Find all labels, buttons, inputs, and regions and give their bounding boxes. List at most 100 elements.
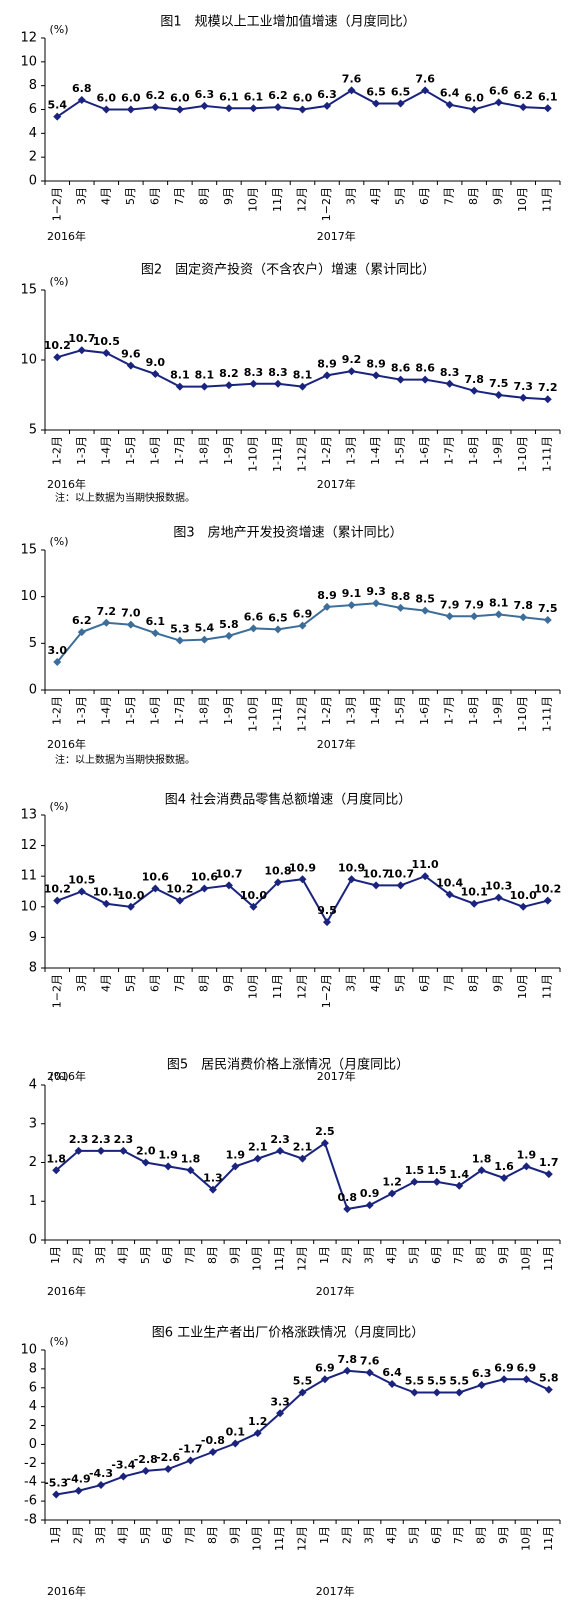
marker xyxy=(323,371,332,380)
value-label: 10.8 xyxy=(264,864,291,877)
x-tick-label: 4月 xyxy=(99,187,112,205)
marker xyxy=(298,621,307,630)
year-label: 2016年 xyxy=(47,477,86,491)
year-label: 2017年 xyxy=(316,1584,355,1598)
value-label: 6.1 xyxy=(538,90,558,103)
value-label: 10.7 xyxy=(387,867,414,880)
x-tick-label: 11月 xyxy=(542,1246,555,1271)
value-label: 6.0 xyxy=(170,92,190,105)
x-tick-label: 1-11月 xyxy=(541,696,554,732)
value-label: 7.9 xyxy=(440,598,460,611)
marker xyxy=(455,1181,464,1190)
year-label: 2016年 xyxy=(47,1584,86,1598)
y-tick-label: 0 xyxy=(29,1233,37,1248)
marker xyxy=(470,612,479,621)
x-tick-label: 1月 xyxy=(49,1526,62,1544)
x-tick-label: 1-8月 xyxy=(197,436,210,465)
marker xyxy=(347,601,356,610)
x-tick-label: 1-6月 xyxy=(148,696,161,725)
y-tick-label: 10 xyxy=(20,1343,37,1358)
x-tick-label: 1-11月 xyxy=(271,696,284,732)
marker xyxy=(200,884,209,893)
x-tick-label: 5月 xyxy=(139,1526,152,1544)
x-tick-label: 1-8月 xyxy=(467,436,480,465)
y-tick-label: -8 xyxy=(24,1513,37,1528)
value-label: 1.9 xyxy=(158,1148,178,1161)
x-tick-label: 4月 xyxy=(99,974,112,992)
x-tick-label: 1-3月 xyxy=(345,696,358,725)
marker xyxy=(543,104,552,113)
marker xyxy=(224,104,233,113)
marker xyxy=(494,893,503,902)
marker xyxy=(102,899,111,908)
y-tick-label: 8 xyxy=(29,78,37,93)
value-label: 8.1 xyxy=(170,369,190,382)
value-label: 5.3 xyxy=(170,623,190,636)
x-tick-label: 8月 xyxy=(197,974,210,992)
marker xyxy=(102,105,111,114)
value-label: 8.3 xyxy=(440,366,460,379)
x-tick-label: 6月 xyxy=(161,1246,174,1264)
x-tick-label: 2月 xyxy=(72,1246,85,1264)
x-tick-label: 12月 xyxy=(296,974,309,999)
value-label: 7.6 xyxy=(360,1355,380,1368)
value-label: 1.8 xyxy=(46,1152,66,1165)
marker xyxy=(186,1166,195,1175)
marker xyxy=(224,381,233,390)
value-label: 5.5 xyxy=(449,1375,469,1388)
x-tick-label: 1−2月 xyxy=(320,187,333,221)
value-label: 3.3 xyxy=(270,1395,290,1408)
value-label: -5.3 xyxy=(44,1477,68,1490)
marker xyxy=(320,1375,329,1384)
y-tick-label: -2 xyxy=(24,1456,37,1471)
x-tick-label: 9月 xyxy=(222,974,235,992)
marker xyxy=(432,1388,441,1397)
y-tick-label: 8 xyxy=(29,961,37,976)
value-label: 7.2 xyxy=(97,605,117,618)
value-label: 7.5 xyxy=(538,602,558,615)
marker xyxy=(253,1429,262,1438)
marker xyxy=(494,98,503,107)
unit-label: (%) xyxy=(49,1335,68,1348)
x-tick-label: 5月 xyxy=(407,1526,420,1544)
y-tick-label: 12 xyxy=(20,31,37,46)
marker xyxy=(151,629,160,638)
marker xyxy=(52,1166,61,1175)
x-tick-label: 1月 xyxy=(318,1526,331,1544)
y-tick-label: 2 xyxy=(29,1418,37,1433)
x-tick-label: 4月 xyxy=(385,1246,398,1264)
value-label: 6.9 xyxy=(293,608,313,621)
y-tick-label: 10 xyxy=(20,54,37,69)
y-tick-label: 10 xyxy=(20,899,37,914)
marker xyxy=(372,881,381,890)
value-label: 6.1 xyxy=(146,615,166,628)
marker xyxy=(102,349,111,357)
x-tick-label: 1-3月 xyxy=(75,436,88,465)
marker xyxy=(298,1154,307,1163)
x-tick-label: 3月 xyxy=(75,187,88,205)
value-label: 6.0 xyxy=(293,92,313,105)
marker xyxy=(96,1146,105,1155)
x-tick-label: 1-3月 xyxy=(345,436,358,465)
x-tick-label: 1-7月 xyxy=(443,436,456,465)
value-label: 10.3 xyxy=(485,880,512,893)
value-label: 7.6 xyxy=(415,72,435,85)
x-tick-label: 1-10月 xyxy=(516,696,529,732)
marker xyxy=(543,616,552,624)
marker xyxy=(119,1472,128,1481)
note: 注：以上数据为当期快报数据。 xyxy=(55,491,195,504)
value-label: 10.7 xyxy=(68,332,95,345)
x-tick-label: 7月 xyxy=(452,1246,465,1264)
value-label: -4.9 xyxy=(67,1473,91,1486)
year-label: 2017年 xyxy=(317,737,356,751)
value-label: 8.1 xyxy=(293,369,313,382)
value-label: 10.6 xyxy=(142,870,169,883)
value-label: 6.5 xyxy=(366,86,386,99)
x-tick-label: 4月 xyxy=(116,1246,129,1264)
marker xyxy=(323,918,332,927)
unit-label: (%) xyxy=(49,1070,68,1083)
marker xyxy=(151,884,160,893)
x-tick-label: 1-2月 xyxy=(50,696,63,725)
marker xyxy=(477,1166,486,1175)
x-tick-label: 6月 xyxy=(148,974,161,992)
